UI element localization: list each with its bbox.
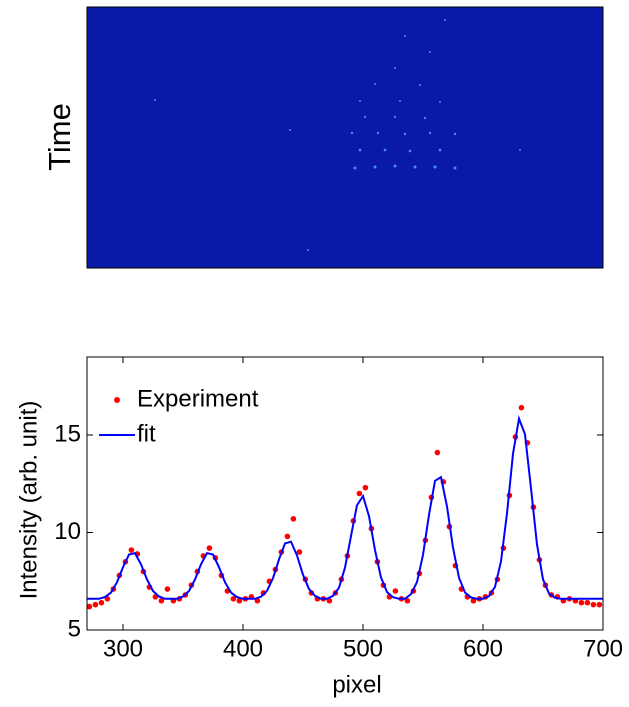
data-point xyxy=(98,599,105,606)
x-tick-label: 600 xyxy=(463,635,503,662)
data-point xyxy=(362,484,369,491)
data-point xyxy=(284,533,291,540)
image-ylabel: Time xyxy=(42,103,77,171)
data-point xyxy=(356,490,363,497)
legend-label: Experiment xyxy=(137,385,259,412)
y-tick-label: 15 xyxy=(54,420,81,447)
data-point xyxy=(470,597,477,604)
legend-marker xyxy=(114,397,120,403)
x-tick-label: 500 xyxy=(343,635,383,662)
data-point xyxy=(86,603,93,610)
x-tick-label: 400 xyxy=(223,635,263,662)
data-point xyxy=(578,599,585,606)
data-point xyxy=(518,404,525,411)
data-point xyxy=(584,599,591,606)
data-point xyxy=(404,597,411,604)
data-point xyxy=(206,545,213,551)
image-panel: Time xyxy=(42,6,604,269)
y-tick-label: 5 xyxy=(68,615,81,642)
x-axis-label: pixel xyxy=(332,671,381,698)
data-point xyxy=(164,586,171,592)
x-tick-label: 700 xyxy=(583,635,623,662)
fit-line xyxy=(87,414,603,600)
data-point xyxy=(590,601,597,608)
data-point xyxy=(296,549,303,555)
x-tick-label: 300 xyxy=(103,635,143,662)
legend-label: fit xyxy=(137,420,156,447)
y-tick-label: 10 xyxy=(54,518,81,545)
data-point xyxy=(128,547,135,553)
data-point xyxy=(392,588,399,594)
data-point xyxy=(434,449,441,456)
data-point xyxy=(230,596,237,602)
plot-area xyxy=(86,404,603,610)
plot-frame xyxy=(86,356,604,631)
image-speckles xyxy=(154,19,521,251)
data-point xyxy=(596,601,603,608)
y-axis-label: Intensity (arb. unit) xyxy=(15,401,42,600)
data-point xyxy=(236,597,243,604)
data-point xyxy=(158,597,165,604)
time-image xyxy=(86,6,604,269)
data-point xyxy=(92,601,99,608)
data-point xyxy=(290,516,297,522)
